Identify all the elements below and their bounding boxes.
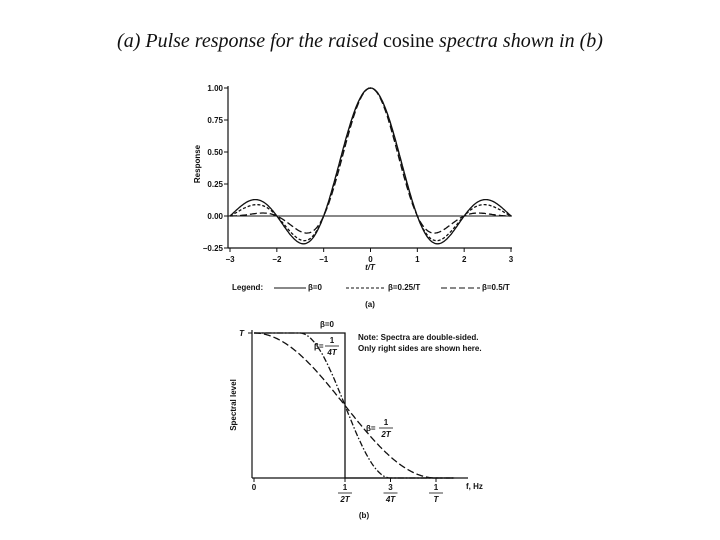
note-line-1: Note: Spectra are double-sided. [358, 333, 478, 342]
curve-label-quarter-prefix: β= [314, 342, 324, 351]
title-suffix: (b) [579, 30, 603, 52]
x-tick-label: −2 [272, 255, 282, 264]
y-tick-label: −0.25 [203, 244, 224, 253]
x-tick-numerator: 3 [388, 483, 393, 492]
pulse-response-chart: 1.00 0.75 0.50 0.25 0.00 −0.25 −3 −2 −1 0 1 2 3 Res… [193, 84, 514, 309]
legend-label-beta0: β=0 [308, 283, 323, 292]
spectra-note: Note: Spectra are double-sided. Only rig… [358, 333, 482, 353]
legend-title: Legend: [232, 283, 263, 292]
title-prefix: (a) [117, 30, 141, 52]
curve-label-half-den: 2T [380, 430, 391, 439]
series-β=0.25/T [229, 87, 512, 242]
x-tick-label: 3 [509, 255, 514, 264]
curve-label-half-num: 1 [384, 418, 389, 427]
x-tick-label: −3 [225, 255, 235, 264]
y-tick-label: 0.50 [207, 148, 223, 157]
curve-label-beta0: β=0 [320, 320, 335, 329]
x-axis-label-b: f, Hz [466, 482, 483, 491]
title-word: cosine [382, 30, 435, 52]
series-β=1/2T [254, 332, 455, 479]
x-tick-numerator: 1 [434, 483, 439, 492]
x-tick-label: 2 [462, 255, 467, 264]
curve-label-beta-quarter: β= 1 4T [314, 336, 339, 357]
x-tick-denominator: T [434, 495, 440, 504]
x-tick-denominator: 2T [339, 495, 350, 504]
title-main: Pulse response for the raised [145, 30, 378, 52]
legend-a: Legend: β=0 β=0.25/T β=0.5/T [232, 283, 510, 292]
y-tick-label-T: T [239, 329, 245, 338]
x-tick-label: 0 [252, 483, 257, 492]
legend-label-beta025: β=0.25/T [388, 283, 420, 292]
series-β=0 [254, 332, 455, 479]
curve-label-beta0-text: β=0 [320, 320, 335, 329]
curve-label-quarter-num: 1 [330, 336, 335, 345]
series-β=1/4T [254, 332, 455, 479]
slide-title: (a) Pulse response for the raised cosine… [0, 30, 720, 53]
y-tick-label: 0.75 [207, 116, 223, 125]
legend-label-beta05: β=0.5/T [482, 283, 510, 292]
y-tick-label: 1.00 [207, 84, 223, 93]
curve-label-quarter-den: 4T [326, 348, 337, 357]
x-axis-label-a: t/T [365, 263, 376, 272]
note-line-2: Only right sides are shown here. [358, 344, 482, 353]
x-tick-numerator: 1 [343, 483, 348, 492]
caption-b: (b) [359, 511, 370, 520]
y-axis-label-b: Spectral level [229, 379, 238, 431]
x-tick-label: 0 [368, 255, 373, 264]
y-tick-label: 0.00 [207, 212, 223, 221]
y-tick-label: 0.25 [207, 180, 223, 189]
title-mid: spectra shown in [439, 30, 575, 52]
x-tick-denominator: 4T [385, 495, 396, 504]
y-axis-label-a: Response [193, 144, 202, 183]
curve-label-half-prefix: β= [366, 424, 376, 433]
series-β=0 [229, 87, 512, 245]
raised-cosine-spectra-chart: T Spectral level 0 1 2T 3 4T 1 T f, Hz β=0 β= … [229, 320, 483, 520]
caption-a: (a) [365, 300, 375, 309]
x-tick-label: −1 [319, 255, 329, 264]
series-β=0.5/T [230, 87, 511, 234]
curve-label-beta-half: β= 1 2T [366, 418, 393, 439]
x-tick-label: 1 [415, 255, 420, 264]
